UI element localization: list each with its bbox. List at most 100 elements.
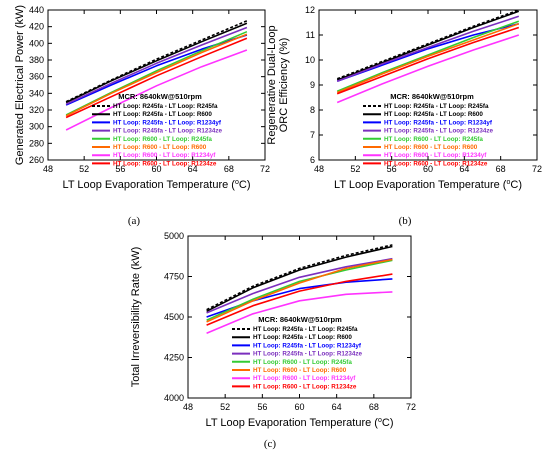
legend-entry: HT Loop: R245fa - LT Loop: R1234ze [384,128,494,135]
x-tick-label: 72 [406,402,416,412]
y-tick-label: 300 [29,122,44,132]
y-tick-label: 6 [310,155,315,165]
x-axis-label-main: LT Loop Evaporation Temperature ( [334,179,507,191]
x-axis-label: LT Loop Evaporation Temperature (oC) [206,417,394,429]
legend-entry: HT Loop: R245fa - LT Loop: R600 [113,111,212,118]
chart-panel-b: 48 52 56 60 64 68 72 6 7 8 9 10 11 12 LT Loop Evaporat… [266,5,542,227]
x-tick-label: 48 [43,164,53,174]
y-tick-label: 260 [29,155,44,165]
panel-label: (a) [128,215,141,227]
x-tick-label: 64 [332,402,342,412]
y-tick-label: 4000 [164,393,184,403]
y-axis-label: Regenerative Dual-Loop [266,25,278,144]
legend-entry: HT Loop: R245fa - LT Loop: R600 [253,334,352,341]
legend-entry: HT Loop: R600 - LT Loop: R245fa [253,359,352,366]
y-tick-label: 10 [305,55,315,65]
series-line-4 [206,257,393,314]
series-line-6 [65,33,248,117]
legend-title: MCR: 8640kW@510rpm [118,92,202,101]
series-line-2 [206,245,393,313]
x-tick-label: 68 [369,402,379,412]
x-axis-label-end: C) [239,179,251,191]
y-tick-label: 7 [310,130,315,140]
legend-entry: HT Loop: R600 - LT Loop: R600 [253,367,347,374]
x-tick-label: 64 [459,164,469,174]
x-axis-label: LT Loop Evaporation Temperature (oC) [63,179,251,191]
series-line-6 [336,23,520,94]
y-tick-label: 9 [310,80,315,90]
x-tick-label: 60 [151,164,161,174]
series-line-1 [336,9,520,80]
x-tick-label: 60 [294,402,304,412]
series-line-8 [336,26,520,95]
legend-entry: HT Loop: R600 - LT Loop: R1234ze [384,160,488,167]
y-tick-label: 400 [29,38,44,48]
legend-entry: HT Loop: R245fa - LT Loop: R1234yf [113,119,222,126]
x-axis-label-end: C) [382,417,394,429]
x-tick-label: 48 [183,402,193,412]
y-tick-label: 320 [29,105,44,115]
y-tick-label: 4500 [164,312,184,322]
x-tick-label: 72 [532,164,542,174]
legend-entry: HT Loop: R600 - LT Loop: R245fa [113,136,212,143]
x-tick-label: 56 [257,402,267,412]
x-tick-label: 64 [188,164,198,174]
legend-title: MCR: 8640kW@510rpm [258,315,342,324]
legend-entry: HT Loop: R600 - LT Loop: R1234yf [253,375,356,382]
x-tick-label: 52 [79,164,89,174]
panel-label: (b) [399,215,412,227]
x-tick-label: 56 [115,164,125,174]
series-line-6 [206,258,393,323]
x-tick-label: 48 [314,164,324,174]
y-tick-label: 440 [29,5,44,15]
x-tick-label: 68 [496,164,506,174]
legend-entry: HT Loop: R600 - LT Loop: R1234yf [113,152,216,159]
legend-entry: HT Loop: R245fa - LT Loop: R1234ze [113,128,223,135]
legend-entry: HT Loop: R600 - LT Loop: R600 [113,144,207,151]
x-tick-label: 56 [387,164,397,174]
x-axis-label-sup: o [378,417,382,424]
y-tick-label: 4750 [164,272,184,282]
y-axis-label: Generated Electrical Power (kW) [14,5,26,165]
x-axis-label: LT Loop Evaporation Temperature (oC) [334,179,522,191]
series-line-4 [65,26,248,105]
y-axis-label: ORC Efficiency (%) [278,38,290,133]
series-line-3 [336,23,519,83]
series-line-2 [65,22,248,104]
series-line-8 [65,37,248,119]
series-line-7 [206,291,393,334]
legend-title: MCR: 8640kW@510rpm [390,92,474,101]
series-line-4 [336,15,520,83]
series-line-5 [336,20,520,93]
x-tick-label: 68 [224,164,234,174]
legend-entry: HT Loop: R245fa - LT Loop: R245fa [113,103,218,110]
y-tick-label: 4250 [164,353,184,363]
legend-entry: HT Loop: R600 - LT Loop: R245fa [384,136,483,143]
series-line-7 [336,34,520,104]
legend-entry: HT Loop: R600 - LT Loop: R1234yf [384,152,487,159]
x-axis-label-sup: o [506,179,510,186]
chart-panel-a: 48 52 56 60 64 68 72 260 280 300 320 340 360 380 400 42… [14,5,270,227]
y-tick-label: 8 [310,105,315,115]
x-axis-label-main: LT Loop Evaporation Temperature ( [63,179,236,191]
y-tick-label: 280 [29,138,44,148]
x-tick-label: 72 [260,164,270,174]
chart-panel-c: 48 52 56 60 64 68 72 4000 4250 4500 4750 5000 LT Loo… [130,231,416,450]
y-axis-label: Total Irreversibility Rate (kW) [130,247,142,388]
x-tick-label: 52 [220,402,230,412]
legend-entry: HT Loop: R245fa - LT Loop: R1234yf [253,342,362,349]
x-tick-label: 52 [350,164,360,174]
legend-entry: HT Loop: R245fa - LT Loop: R1234yf [384,119,493,126]
y-tick-label: 360 [29,72,44,82]
legend-entry: HT Loop: R600 - LT Loop: R1234ze [113,160,217,167]
y-tick-label: 5000 [164,231,184,241]
panel-label: (c) [264,438,277,450]
x-axis-label-sup: o [235,179,239,186]
legend-entry: HT Loop: R245fa - LT Loop: R245fa [384,103,489,110]
legend-entry: HT Loop: R245fa - LT Loop: R1234ze [253,351,363,358]
y-tick-label: 340 [29,88,44,98]
legend-entry: HT Loop: R245fa - LT Loop: R245fa [253,326,358,333]
series-line-8 [206,273,393,326]
series-line-1 [206,244,393,311]
